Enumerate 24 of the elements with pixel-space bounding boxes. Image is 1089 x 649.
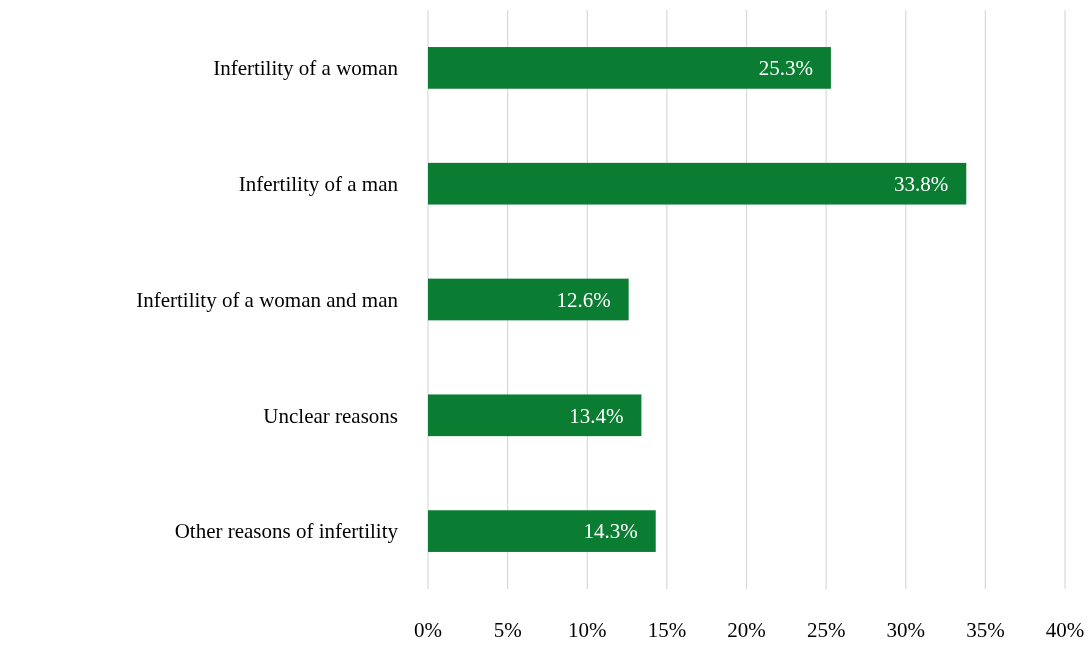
x-tick-label: 20% — [727, 618, 766, 642]
bar — [428, 394, 642, 437]
data-label: 12.6% — [556, 287, 611, 312]
y-tick-label: Infertility of a man — [238, 172, 399, 197]
bar — [428, 47, 831, 89]
data-label: 33.8% — [894, 172, 949, 197]
x-tick-label: 5% — [493, 618, 522, 642]
y-tick-label: Infertility of a woman — [213, 56, 399, 81]
bar — [428, 510, 656, 552]
x-tick-label: 25% — [806, 618, 846, 642]
bar — [428, 278, 629, 321]
x-tick-label: 15% — [647, 618, 687, 642]
x-tick-label: 35% — [966, 618, 1005, 642]
x-tick-label: 0% — [414, 618, 442, 642]
bar — [428, 162, 967, 205]
data-label: 14.3% — [583, 519, 638, 544]
x-tick-label: 30% — [886, 618, 925, 642]
x-tick-label: 40% — [1045, 618, 1085, 642]
data-label: 25.3% — [758, 56, 813, 81]
x-tick-label: 10% — [568, 618, 607, 642]
y-tick-label: Infertility of a woman and man — [136, 287, 399, 312]
y-tick-label: Unclear reasons — [263, 403, 398, 428]
data-label: 13.4% — [569, 403, 624, 428]
y-tick-label: Other reasons of infertility — [174, 519, 399, 544]
